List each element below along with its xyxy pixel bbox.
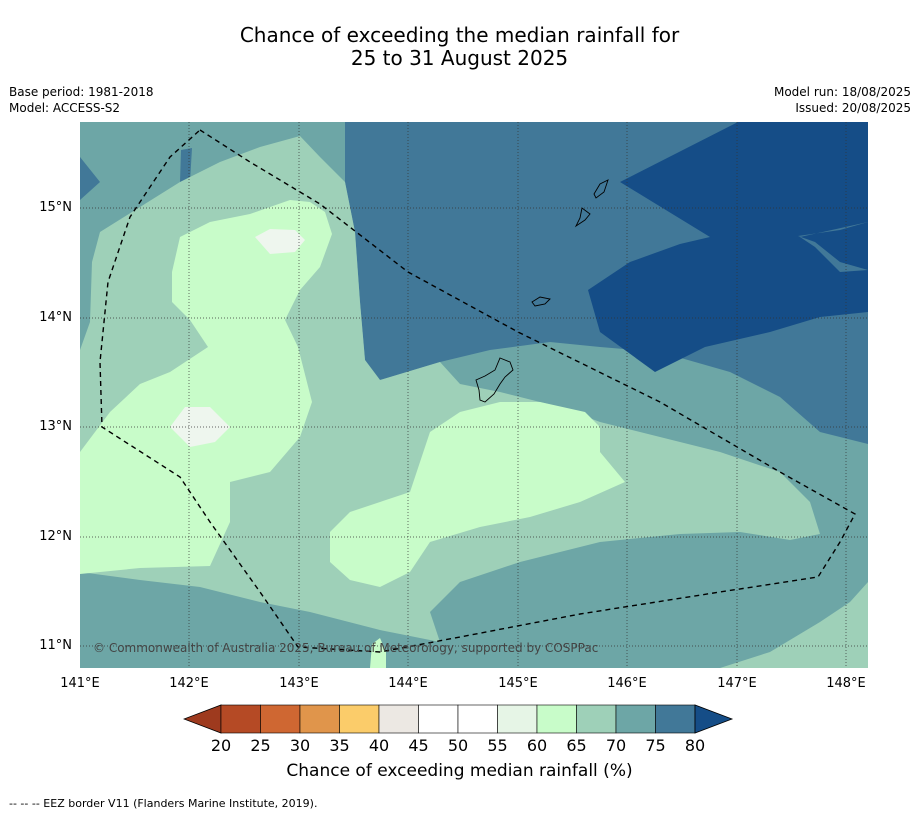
model-run: Model run: 18/08/2025 [773,85,911,99]
colorbar-tick-label: 55 [487,736,508,755]
colorbar-tick-label: 20 [210,736,232,755]
colorbar-tick-label: 45 [408,736,429,755]
meta-left: Base period: 1981-2018 Model: ACCESS-S2 [9,84,154,116]
lon-label-142e: 142°E [169,676,209,691]
lon-label-143e: 143°E [279,676,319,691]
colorbar-tick-label: 40 [368,736,390,755]
colorbar-cell-20-25 [220,704,261,734]
lon-label-147e: 147°E [717,676,757,691]
zone-70-east [720,582,868,668]
colorbar-cell-40-45 [378,704,419,734]
colorbar-tick-label: 60 [526,736,548,755]
colorbar-extend-low [182,704,222,734]
island-guam [475,357,514,403]
meta-right: Model run: 18/08/2025 Issued: 20/08/2025 [774,84,911,116]
map-title-line2: 25 to 31 August 2025 [350,46,569,70]
colorbar-cell-50-55 [457,704,498,734]
island-rota [531,296,551,307]
colorbar-cell-75-80 [655,704,696,734]
map-gridlines [80,122,868,668]
map-svg [80,122,868,668]
lat-label-13n: 13°N [39,419,72,434]
island-tinian [574,207,591,228]
eez-legend-note: -- -- -- EEZ border V11 (Flanders Marine… [9,797,318,810]
colorbar [182,704,737,738]
colorbar-cell-35-40 [339,704,380,734]
lat-label-14n: 14°N [39,310,72,325]
colorbar-tick-label: 50 [447,736,469,755]
map-title-line1: Chance of exceeding the median rainfall … [239,23,680,47]
colorbar-tick-label: 80 [684,736,706,755]
lat-label-15n: 15°N [39,200,72,215]
zone-65-c [370,638,386,668]
colorbar-tick-label: 25 [250,736,271,755]
colorbar-tick-label: 75 [645,736,666,755]
colorbar-cell-45-50 [418,704,459,734]
colorbar-cell-65-70 [576,704,617,734]
colorbar-cell-70-75 [615,704,656,734]
colorbar-extend-high [694,704,734,734]
zone-80-nw-spot [180,148,192,182]
colorbar-cell-55-60 [497,704,538,734]
colorbar-tick-label: 35 [329,736,350,755]
zone-65-south [330,402,625,587]
zone-above-80 [588,122,868,372]
base-period: Base period: 1981-2018 [9,85,154,99]
lat-label-12n: 12°N [39,529,72,544]
lon-label-144e: 144°E [388,676,428,691]
lon-label-148e: 148°E [826,676,866,691]
colorbar-cell-60-65 [536,704,577,734]
colorbar-tick-label: 70 [605,736,627,755]
model-name: Model: ACCESS-S2 [9,101,121,115]
zone-60-a [255,229,305,254]
lon-label-145e: 145°E [498,676,538,691]
colorbar-cell-25-30 [260,704,301,734]
issued-date: Issued: 20/08/2025 [795,101,911,115]
colorbar-svg [182,704,734,734]
copyright-notice: © Commonwealth of Australia 2025, Bureau… [93,641,599,655]
eez-border [99,129,856,653]
zone-65 [80,200,332,574]
colorbar-tick-label: 30 [289,736,311,755]
lon-label-146e: 146°E [607,676,647,691]
lon-label-141e: 141°E [60,676,100,691]
rainfall-map [80,122,868,668]
lat-label-11n: 11°N [39,638,72,653]
colorbar-tick-label: 65 [566,736,587,755]
colorbar-cell-30-35 [299,704,340,734]
zone-80-nw [80,157,100,200]
colorbar-title: Chance of exceeding median rainfall (%) [286,761,633,781]
island-saipan [593,179,609,199]
